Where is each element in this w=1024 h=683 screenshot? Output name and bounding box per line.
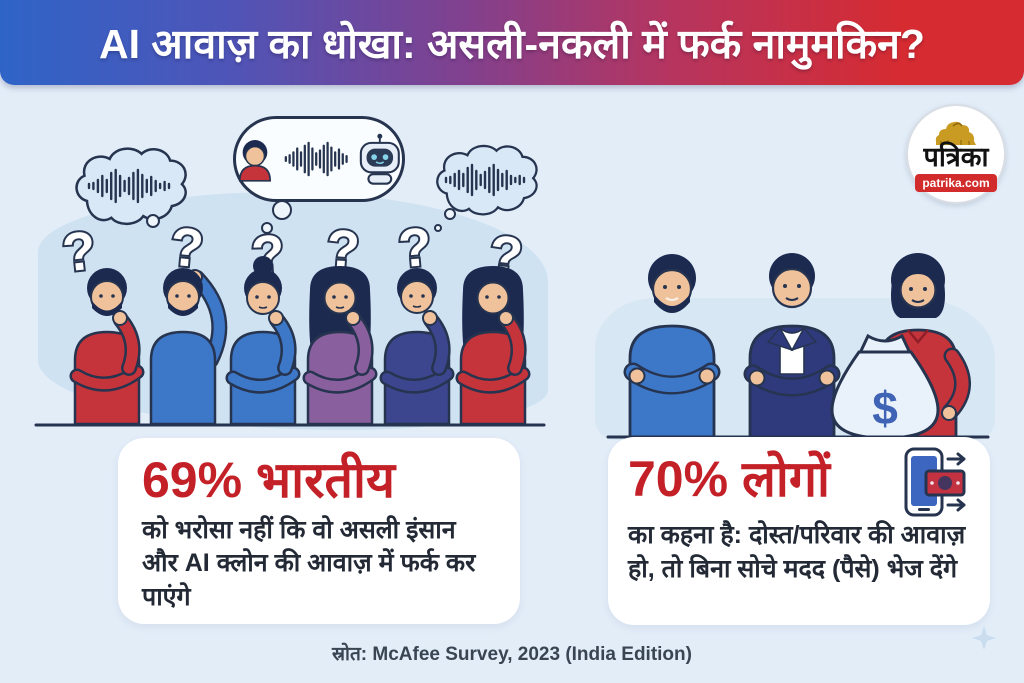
phone-transfer-icon	[904, 447, 966, 517]
person-blue-man	[149, 268, 228, 426]
person-purple-woman	[302, 266, 378, 426]
waveform-icon	[444, 163, 526, 197]
stat-card-69: 69% भारतीय को भरोसा नहीं कि वो असली इंसा…	[118, 438, 520, 624]
bubble-trail-dot	[434, 224, 442, 232]
person-red-man	[69, 268, 145, 426]
user-icon	[238, 140, 272, 182]
page-title: AI आवाज़ का धोखा: असली-नकली में फर्क नाम…	[99, 20, 925, 67]
stat-headline: 70% लोगों	[628, 451, 830, 507]
logo-site-name: पत्रिका	[923, 141, 989, 172]
person-navy-man	[379, 268, 455, 426]
stat-body: को भरोसा नहीं कि वो असली इंसान और AI क्ल…	[142, 515, 476, 611]
confused-people-illustration: ? ? ? ? ? ?	[30, 100, 555, 440]
person-navy-blazer-man	[743, 253, 841, 440]
trusting-people-illustration: $	[595, 238, 995, 440]
thought-cloud-icon	[426, 140, 544, 218]
robot-icon	[360, 133, 401, 185]
patrika-logo: पत्रिका patrika.com	[906, 104, 1006, 204]
voice-compare-bubble	[233, 116, 405, 202]
confused-people-group	[34, 256, 546, 427]
bubble-trail-dot	[146, 214, 160, 228]
stat-body: का कहना है: दोस्त/परिवार की आवाज़ हो, तो…	[628, 521, 966, 583]
stat-card-70: 70% लोगों का कहना है: दोस्त/परिवार की आव…	[608, 437, 990, 625]
header-banner: AI आवाज़ का धोखा: असली-नकली में फर्क नाम…	[0, 0, 1024, 85]
bubble-trail-dot	[444, 208, 456, 220]
person-red-woman	[455, 266, 531, 426]
stat-headline: 69% भारतीय	[142, 452, 395, 508]
people-with-money-group: $	[606, 253, 990, 440]
source-attribution: स्रोत: McAfee Survey, 2023 (India Editio…	[332, 644, 692, 665]
lion-icon	[935, 121, 976, 145]
money-bag-icon: $	[830, 333, 940, 440]
person-blue-woman	[225, 256, 301, 426]
thought-cloud-icon	[66, 142, 192, 228]
waveform-icon	[284, 141, 348, 177]
bubble-trail-dot	[272, 200, 292, 220]
bubble-trail-dot	[261, 222, 273, 234]
logo-site-url: patrika.com	[915, 173, 997, 193]
dollar-symbol: $	[872, 382, 898, 434]
waveform-icon	[87, 168, 171, 204]
person-blue-man	[623, 254, 721, 440]
